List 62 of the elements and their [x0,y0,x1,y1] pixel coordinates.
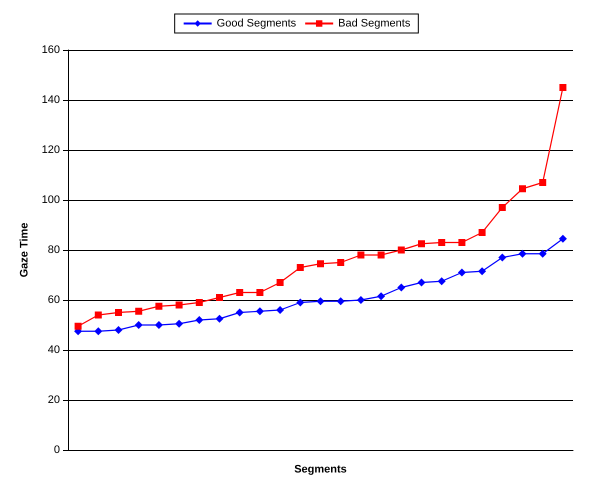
y-axis-title: Gaze Time [18,222,30,278]
point [317,260,324,268]
point [418,240,425,248]
point [518,250,526,258]
point [458,268,466,276]
point [175,320,184,328]
legend-label: Bad Segments [338,18,411,30]
y-tick-label: 60 [48,294,60,306]
point [94,327,102,336]
y-tick-label: 120 [42,144,60,156]
point [559,84,566,91]
y-tick-label: 40 [48,344,60,356]
y-tick-label: 20 [48,394,60,406]
point [236,308,244,316]
point [498,254,506,262]
y-tick-label: 0 [54,444,60,456]
point [276,279,284,286]
point [236,289,244,296]
point [397,284,406,292]
point [155,302,162,310]
point [356,296,365,304]
point [296,264,304,271]
point [114,326,122,334]
point [216,294,223,301]
point [176,302,183,308]
point [296,298,304,306]
point [377,292,386,300]
point [115,309,122,316]
point [558,234,567,243]
point [498,204,506,211]
point [357,252,364,258]
point [216,314,224,323]
point [539,179,546,186]
x-axis-title: Segments [294,464,347,476]
point [256,289,264,296]
point [256,307,264,316]
point [458,239,466,246]
point [74,322,82,330]
y-tick-label: 160 [42,44,60,56]
point [337,259,344,266]
point [519,185,526,192]
y-tick-label: 100 [42,194,60,206]
point [276,306,284,314]
point [196,299,203,306]
point [336,297,345,306]
y-tick-label: 80 [48,244,60,256]
point [478,229,486,236]
point [398,246,405,254]
point [438,239,446,246]
point [154,321,163,329]
point [378,252,385,258]
point [134,321,143,329]
point [438,277,446,286]
point [418,278,426,286]
point [195,316,204,324]
y-tick-label: 140 [42,94,60,106]
point [135,308,142,315]
point [94,312,102,318]
point [478,267,486,276]
legend-label: Good Segments [216,18,297,30]
point [316,297,324,306]
point [538,250,547,258]
